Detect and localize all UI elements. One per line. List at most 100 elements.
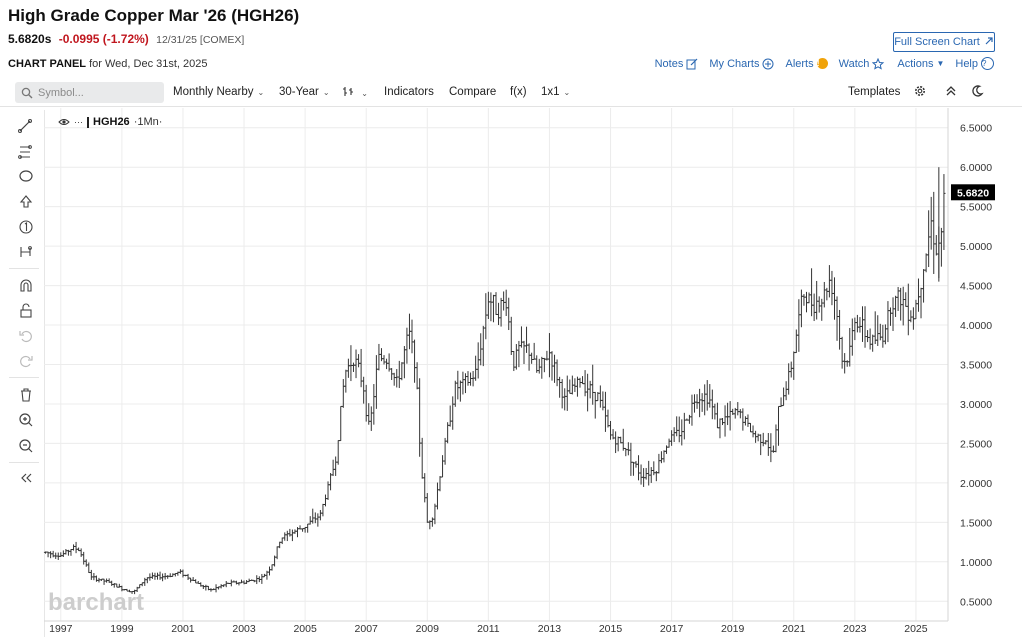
x-tick-label: 2001 xyxy=(171,623,195,635)
x-tick-label: 2019 xyxy=(721,623,745,635)
collapse-tools-button[interactable] xyxy=(16,468,36,488)
ohlc-bars xyxy=(43,167,946,595)
trendline-tool[interactable] xyxy=(16,116,36,136)
y-tick-label: 0.5000 xyxy=(960,596,992,608)
panel-title: CHART PANEL xyxy=(8,58,87,70)
y-tick-label: 6.5000 xyxy=(960,123,992,135)
y-tick-label: 6.0000 xyxy=(960,162,992,174)
x-tick-label: 2017 xyxy=(660,623,684,635)
undo-button[interactable] xyxy=(16,326,36,346)
top-links: Notes My Charts Alerts ! Watch Actions ▼… xyxy=(655,57,994,70)
range-label: 30-Year xyxy=(279,86,319,98)
x-axis: 1997 1999 2001 2003 2005 2007 2009 2011 2013 2015… xyxy=(49,623,928,635)
chevron-down-icon: ⌄ xyxy=(563,88,571,97)
fx-button[interactable]: f(x) xyxy=(510,86,527,98)
zoom-in-icon xyxy=(19,413,33,427)
compare-button[interactable]: Compare xyxy=(449,86,496,98)
y-tick-label: 2.5000 xyxy=(960,438,992,450)
arrow-tool[interactable] xyxy=(16,192,36,212)
undo-icon xyxy=(19,330,32,343)
chart-panel-label: CHART PANEL for Wed, Dec 31st, 2025 xyxy=(8,58,208,70)
delete-button[interactable] xyxy=(16,385,36,405)
y-tick-label: 4.5000 xyxy=(960,281,992,293)
arrow-up-icon xyxy=(19,195,33,208)
x-tick-label: 2021 xyxy=(782,623,806,635)
panel-date: for Wed, Dec 31st, 2025 xyxy=(89,58,208,70)
chevron-down-icon: ⌄ xyxy=(257,88,265,97)
series-color-swatch xyxy=(87,116,89,128)
zoom-out-icon xyxy=(19,439,33,453)
y-tick-label: 3.0000 xyxy=(960,399,992,411)
last-price-value: 5.6820 xyxy=(957,187,989,199)
price-change: -0.0995 (-1.72%) xyxy=(58,32,149,46)
notes-label: Notes xyxy=(654,57,684,70)
full-screen-label: Full Screen Chart xyxy=(894,36,980,48)
chevron-down-icon: ⌄ xyxy=(361,89,368,98)
last-price-tag: 5.6820 xyxy=(951,184,995,201)
settings-button[interactable] xyxy=(913,84,927,101)
full-screen-chart-button[interactable]: Full Screen Chart xyxy=(893,32,995,52)
measure-tool[interactable] xyxy=(16,242,36,262)
gear-icon xyxy=(915,86,925,96)
last-price: 5.6820s xyxy=(8,32,52,46)
chart-toolbar: Monthly Nearby⌄ 30-Year⌄ ⌄ Indicators Co… xyxy=(0,80,1022,107)
label-tool[interactable] xyxy=(16,217,36,237)
separator xyxy=(9,462,39,463)
magnet-tool[interactable] xyxy=(16,276,36,296)
x-tick-label: 2005 xyxy=(293,623,317,635)
aggregation-dropdown[interactable]: Monthly Nearby ⌄ xyxy=(173,86,264,98)
page-title: High Grade Copper Mar '26 (HGH26) xyxy=(8,6,300,25)
bar-type-dropdown[interactable]: ⌄ xyxy=(342,86,368,99)
measure-icon xyxy=(20,246,32,257)
fib-tool[interactable] xyxy=(16,142,36,162)
y-axis: 6.5000 6.0000 5.5000 5.0000 4.5000 4.0000 3.50… xyxy=(960,123,992,609)
x-tick-label: 2011 xyxy=(477,623,500,635)
x-tick-label: 1997 xyxy=(49,623,73,635)
numbered-circle-icon xyxy=(19,220,33,234)
help-icon: ? xyxy=(981,57,994,70)
watch-link[interactable]: Watch xyxy=(839,57,887,70)
templates-button[interactable]: Templates xyxy=(848,86,900,98)
x-tick-label: 2009 xyxy=(416,623,440,635)
my-charts-label: My Charts xyxy=(709,57,760,70)
eye-icon[interactable] xyxy=(58,117,70,127)
symbol-search[interactable] xyxy=(15,82,164,103)
watch-label: Watch xyxy=(838,57,870,70)
actions-menu[interactable]: Actions ▼ xyxy=(897,57,944,70)
actions-label: Actions xyxy=(897,57,934,70)
alerts-label: Alerts xyxy=(785,57,814,70)
trash-icon xyxy=(21,388,31,402)
alerts-link[interactable]: Alerts ! xyxy=(785,57,828,70)
my-charts-link[interactable]: My Charts xyxy=(709,57,774,70)
help-link[interactable]: Help ? xyxy=(955,57,994,70)
x-tick-label: 2007 xyxy=(355,623,379,635)
moon-icon xyxy=(972,85,984,97)
star-add-icon xyxy=(872,57,885,70)
templates-label: Templates xyxy=(848,86,901,98)
symbol-input[interactable] xyxy=(38,86,148,99)
dark-mode-toggle[interactable] xyxy=(970,84,984,101)
collapse-button[interactable] xyxy=(945,84,957,101)
redo-button[interactable] xyxy=(16,351,36,371)
range-dropdown[interactable]: 30-Year ⌄ xyxy=(279,86,330,98)
layout-label: 1x1 xyxy=(541,86,560,98)
lock-tool[interactable] xyxy=(16,301,36,321)
layout-dropdown[interactable]: 1x1 ⌄ xyxy=(541,86,570,98)
alert-badge: ! xyxy=(816,58,828,69)
quote-meta: 12/31/25 [COMEX] xyxy=(156,34,245,46)
fib-levels-icon xyxy=(18,145,32,159)
unlock-icon xyxy=(20,303,32,318)
y-tick-label: 5.5000 xyxy=(960,202,992,214)
search-icon xyxy=(21,87,33,98)
shape-tool[interactable] xyxy=(16,166,36,186)
y-tick-label: 1.0000 xyxy=(960,557,992,569)
ellipse-icon xyxy=(19,170,33,182)
zoom-out-button[interactable] xyxy=(16,436,36,456)
y-tick-label: 1.5000 xyxy=(960,517,992,529)
zoom-in-button[interactable] xyxy=(16,410,36,430)
chart-legend: ··· HGH26 ·1Mn· xyxy=(58,116,162,128)
notes-link[interactable]: Notes xyxy=(655,57,699,70)
more-dots-icon[interactable]: ··· xyxy=(74,117,83,127)
indicators-button[interactable]: Indicators xyxy=(384,86,434,98)
